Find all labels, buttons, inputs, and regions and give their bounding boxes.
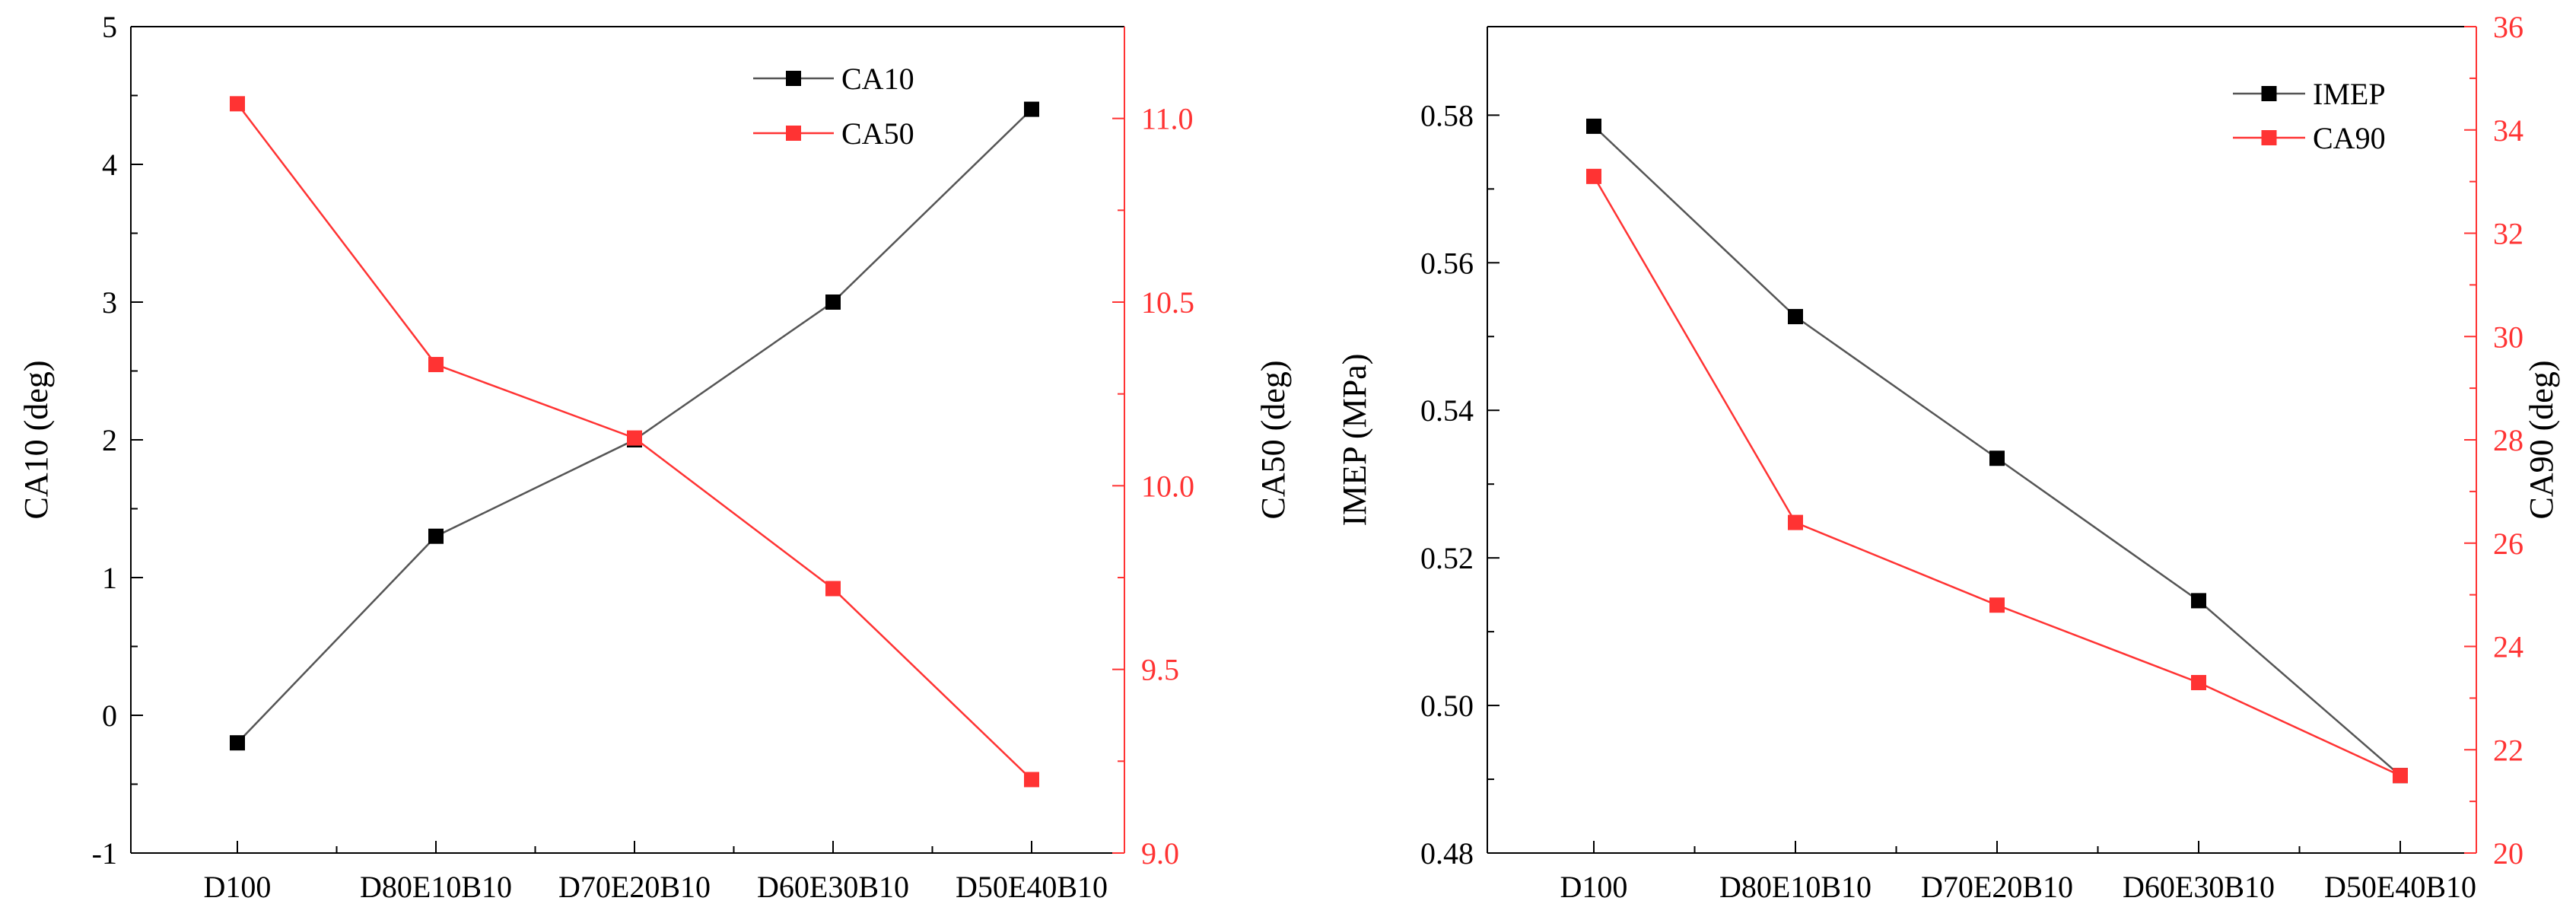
data-point-imep (1788, 309, 1803, 325)
x-tick-label: D80E10B10 (360, 870, 512, 904)
data-point-ca50 (627, 430, 642, 446)
legend-marker-ca50 (786, 126, 801, 141)
left-y-tick-label: 3 (102, 285, 117, 320)
right-y-tick-label: 9.5 (1141, 653, 1179, 687)
data-point-ca90 (2393, 768, 2408, 784)
right-y-tick-label: 28 (2493, 423, 2524, 457)
left-y-tick-label: 0.50 (1420, 689, 1474, 723)
right-y-tick-label: 9.0 (1141, 836, 1179, 871)
chart-imep-ca90: 0.48 0.50 0.52 0.54 0.56 0.58 20 22 24 26 28 30 32 34… (1336, 10, 2560, 904)
chart-ca10-ca50: -1 0 1 2 3 4 5 9.0 9.5 10.0 10.5 11.0 D100 D80E10B10 D… (17, 10, 1292, 904)
right-y-tick-label: 10.5 (1141, 285, 1194, 320)
data-point-ca50 (428, 357, 444, 373)
right-y-axis-title: CA50 (deg) (1255, 361, 1292, 520)
x-tick-label: D70E20B10 (558, 870, 711, 904)
left-y-tick-label: 0.52 (1420, 541, 1474, 575)
data-point-ca50 (230, 96, 245, 112)
left-y-tick-label: -1 (92, 836, 117, 871)
right-y-tick-label: 10.0 (1141, 469, 1194, 503)
right-y-tick-label: 36 (2493, 10, 2524, 44)
right-y-tick-label: 22 (2493, 733, 2524, 767)
left-y-tick-label: 0.54 (1420, 393, 1474, 428)
right-y-tick-label: 11.0 (1141, 102, 1194, 136)
left-y-tick-label: 0.48 (1420, 836, 1474, 871)
right-y-tick-label: 34 (2493, 113, 2524, 148)
left-y-tick-label: 0.56 (1420, 246, 1474, 280)
x-tick-label: D50E40B10 (956, 870, 1108, 904)
data-point-imep (1989, 450, 2005, 466)
legend-label-imep: IMEP (2313, 77, 2386, 111)
left-y-tick-label: 1 (102, 561, 117, 595)
right-y-axis-title: CA90 (deg) (2523, 361, 2560, 520)
x-tick-label: D80E10B10 (1719, 870, 1872, 904)
x-tick-label: D60E30B10 (757, 870, 909, 904)
left-y-tick-label: 0.58 (1420, 98, 1474, 132)
data-point-imep (1586, 118, 1601, 134)
left-y-tick-label: 5 (102, 10, 117, 44)
right-y-tick-label: 32 (2493, 217, 2524, 251)
left-y-tick-label: 4 (102, 148, 117, 182)
data-point-ca90 (2191, 675, 2206, 691)
right-y-tick-label: 26 (2493, 527, 2524, 561)
x-tick-label: D100 (1560, 870, 1628, 904)
left-y-axis-title: IMEP (MPa) (1336, 354, 1373, 527)
x-tick-label: D70E20B10 (1921, 870, 2073, 904)
left-y-tick-label: 0 (102, 699, 117, 733)
x-tick-label: D50E40B10 (2324, 870, 2476, 904)
left-y-axis-title: CA10 (deg) (17, 361, 55, 520)
legend-label-ca10: CA10 (841, 62, 914, 96)
right-y-tick-label: 30 (2493, 320, 2524, 354)
right-y-tick-label: 24 (2493, 630, 2524, 664)
data-point-ca50 (825, 581, 841, 597)
data-point-ca90 (1788, 514, 1803, 530)
data-point-ca10 (1024, 101, 1039, 117)
data-point-ca90 (1586, 168, 1601, 184)
data-point-imep (2191, 593, 2206, 609)
data-point-ca10 (230, 735, 245, 751)
left-y-tick-label: 2 (102, 423, 117, 457)
data-point-ca50 (1024, 772, 1039, 788)
x-tick-label: D60E30B10 (2123, 870, 2275, 904)
data-point-ca90 (1989, 597, 2005, 613)
data-point-ca10 (825, 294, 841, 310)
data-point-ca10 (428, 528, 444, 544)
x-tick-label: D100 (204, 870, 272, 904)
legend-label-ca90: CA90 (2313, 121, 2386, 155)
legend-marker-ca10 (786, 71, 801, 86)
legend-marker-ca90 (2261, 130, 2277, 145)
legend-label-ca50: CA50 (841, 116, 914, 151)
legend-marker-imep (2261, 86, 2277, 101)
right-y-tick-label: 20 (2493, 836, 2524, 871)
